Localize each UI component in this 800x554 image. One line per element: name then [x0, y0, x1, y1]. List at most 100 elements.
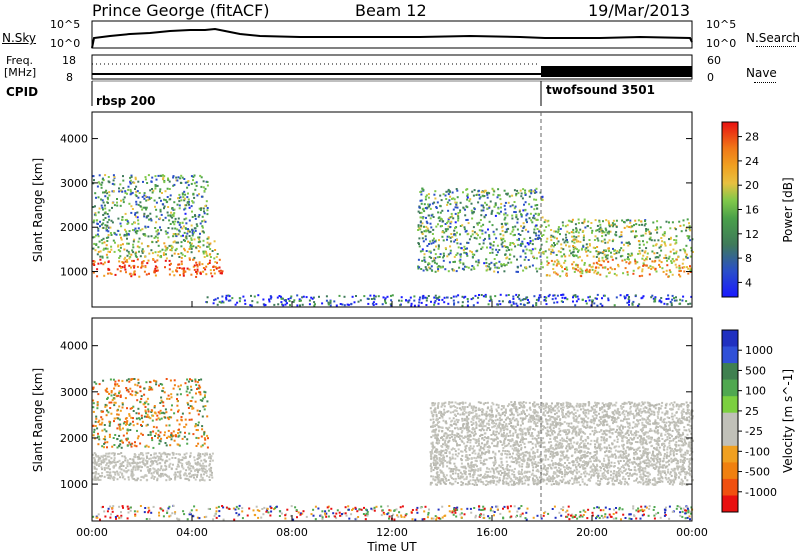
power-cell [449, 203, 452, 206]
power-cell [428, 231, 431, 234]
power-cell [580, 268, 583, 271]
velocity-cell [131, 470, 134, 473]
power-cell [477, 259, 480, 262]
power-cell [104, 217, 107, 219]
power-cell [524, 189, 527, 192]
velocity-cell [149, 457, 152, 460]
power-cell [465, 265, 468, 268]
power-cell [563, 261, 566, 264]
power-cell [142, 180, 144, 183]
power-cell [452, 197, 455, 200]
power-cell [373, 297, 375, 300]
power-cell [201, 220, 204, 223]
power-cell [642, 254, 645, 257]
velocity-cell [619, 455, 622, 458]
power-cell [624, 267, 627, 270]
power-cell [216, 297, 219, 300]
velocity-cell [677, 421, 680, 424]
velocity-cell [441, 430, 444, 432]
power-cell [427, 193, 430, 196]
power-cell [520, 192, 523, 195]
velocity-cell [93, 478, 96, 481]
power-cell [620, 247, 623, 250]
power-cell [203, 210, 205, 213]
velocity-cell [686, 408, 689, 411]
power-cell [131, 249, 134, 252]
velocity-cell [161, 383, 164, 386]
power-cell [509, 301, 512, 304]
velocity-cell [556, 475, 559, 478]
velocity-cell [118, 445, 121, 448]
power-cell [134, 252, 137, 255]
power-cell [605, 219, 608, 222]
velocity-cell [567, 410, 570, 413]
velocity-cell [593, 432, 596, 435]
power-cell [578, 255, 581, 258]
velocity-cell [167, 435, 170, 438]
power-cell [551, 298, 554, 301]
power-cell [203, 190, 206, 192]
power-cell [204, 187, 207, 190]
velocity-cell [491, 414, 494, 417]
power-cell [677, 256, 680, 259]
power-cell [457, 294, 460, 297]
velocity-cell [201, 476, 204, 479]
velocity-cell [130, 378, 133, 381]
power-cell [98, 182, 101, 185]
power-cell [137, 240, 140, 243]
power-cell [447, 188, 450, 191]
velocity-cell [179, 461, 182, 464]
power-cell [581, 272, 584, 275]
power-cell [630, 230, 633, 233]
power-cell [454, 239, 457, 241]
velocity-cell [164, 461, 167, 464]
power-cell [463, 251, 466, 254]
power-cell [556, 294, 559, 297]
power-cell [148, 196, 151, 199]
power-cell [119, 246, 122, 249]
power-cell [108, 191, 111, 194]
power-cell [111, 190, 114, 193]
velocity-cell [97, 476, 100, 479]
power-cell [537, 214, 540, 217]
power-cell [626, 271, 629, 274]
power-cell [449, 222, 452, 225]
velocity-cell [198, 410, 201, 413]
power-cell [674, 263, 677, 266]
velocity-cell [184, 477, 187, 480]
power-region-early-mid-band [92, 236, 219, 261]
velocity-cell [628, 477, 630, 480]
velocity-cell [106, 474, 109, 477]
power-cell [540, 263, 543, 266]
velocity-cell [154, 411, 157, 414]
power-cell [604, 266, 607, 269]
power-cell [673, 239, 676, 241]
power-cell [426, 244, 429, 247]
power-cell [650, 239, 653, 242]
power-cell [503, 189, 506, 192]
power-cell [629, 254, 632, 257]
velocity-cell [205, 452, 208, 455]
velocity-cell [164, 431, 166, 434]
velocity-cell [189, 400, 192, 402]
power-cell [478, 193, 481, 196]
power-cell [595, 250, 598, 253]
power-cell [579, 228, 582, 231]
power-cell [575, 240, 578, 243]
power-cell [532, 255, 535, 258]
power-cell [533, 228, 536, 231]
velocity-cell [675, 405, 678, 408]
power-cell [421, 187, 424, 190]
power-cell [565, 244, 567, 247]
nsky-label: N.Sky [2, 31, 37, 45]
velocity-cell [614, 456, 617, 459]
velocity-cell [616, 441, 619, 443]
velocity-cell [149, 433, 152, 436]
velocity-cell [508, 450, 511, 453]
power-cell [571, 218, 574, 221]
power-cell [173, 223, 176, 226]
velocity-cell [196, 381, 199, 384]
power-cell [434, 294, 437, 297]
power-cell [508, 258, 511, 261]
power-cell [593, 239, 596, 241]
